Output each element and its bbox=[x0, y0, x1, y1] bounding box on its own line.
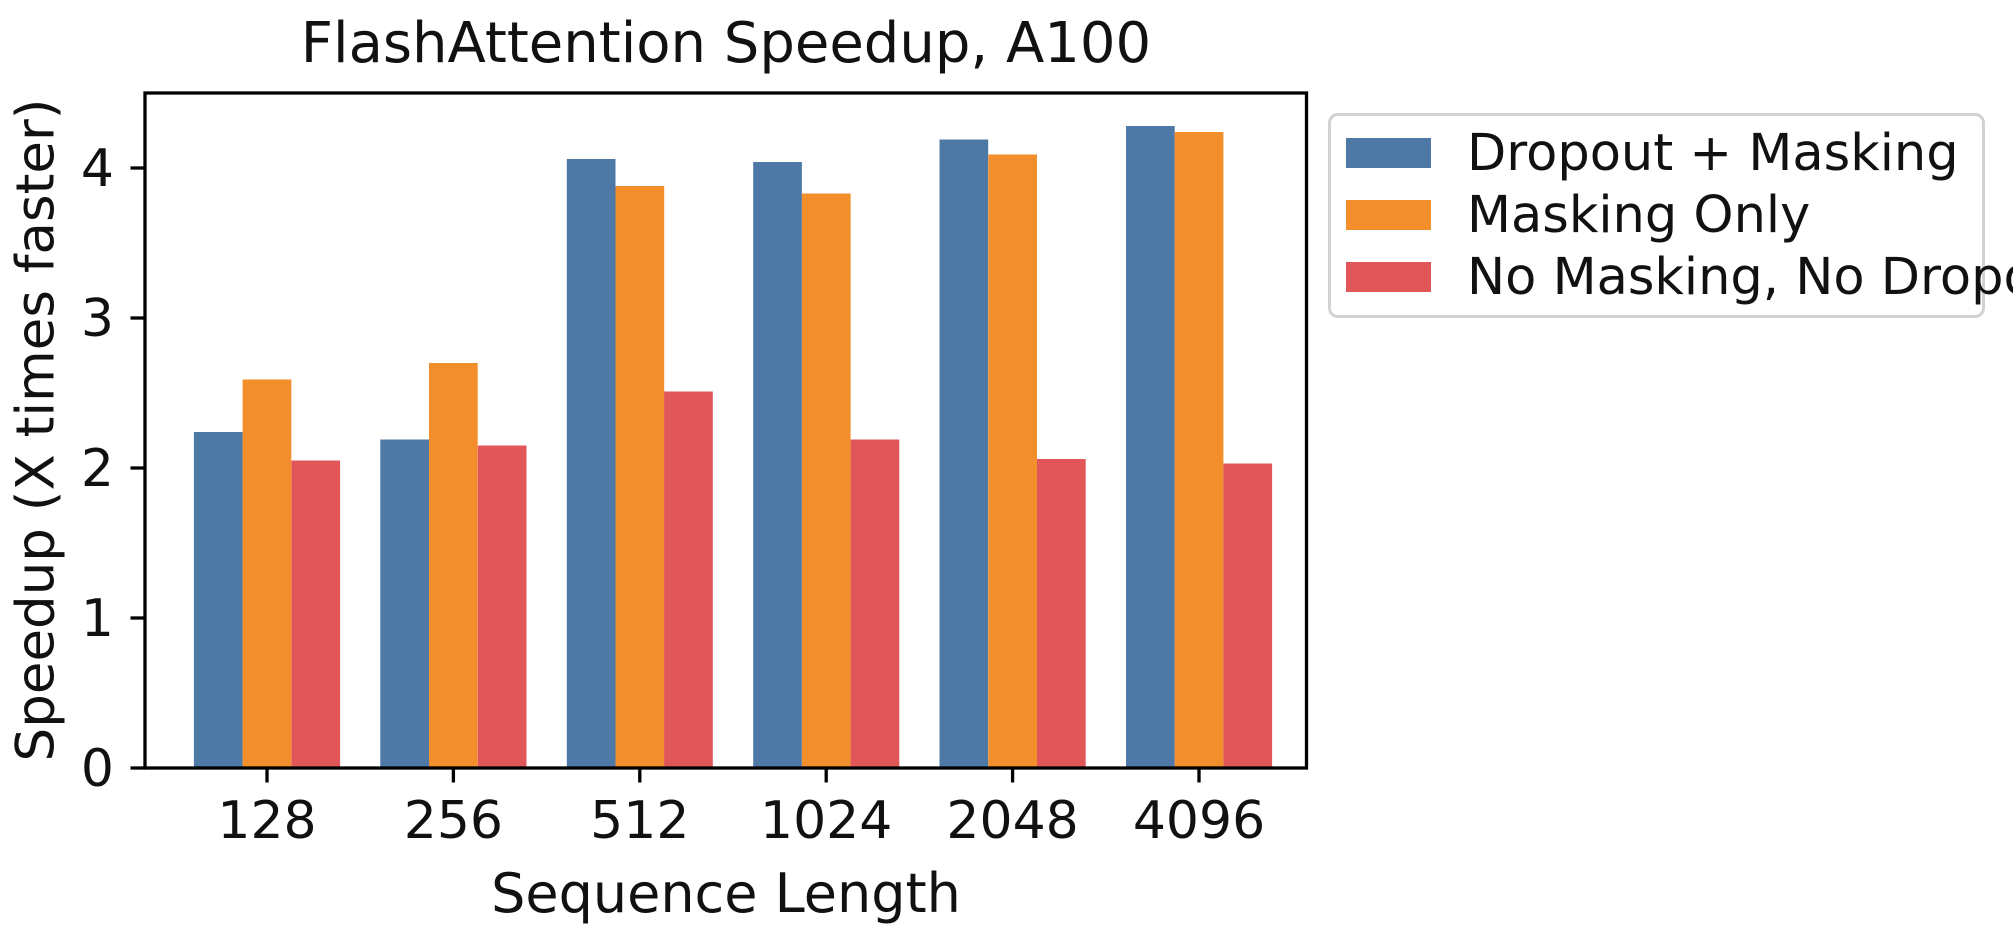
legend-swatch bbox=[1346, 200, 1431, 230]
legend-item-0: Dropout + Masking bbox=[1331, 122, 1982, 184]
bar-512-series-1 bbox=[615, 186, 665, 768]
legend-swatch bbox=[1346, 138, 1431, 168]
bar-4096-series-1 bbox=[1174, 132, 1224, 768]
bar-256-series-2 bbox=[477, 445, 527, 768]
axes-spines bbox=[143, 91, 1309, 770]
bar-4096-series-0 bbox=[1126, 126, 1175, 768]
y-tick-label: 0 bbox=[81, 739, 114, 799]
bar-128-series-0 bbox=[193, 432, 243, 768]
bar-4096-series-2 bbox=[1223, 463, 1273, 768]
legend-label: Masking Only bbox=[1467, 185, 1811, 245]
bar-128-series-1 bbox=[242, 379, 292, 768]
bar-512-series-2 bbox=[664, 391, 713, 768]
bar-128-series-2 bbox=[291, 460, 341, 768]
chart-title: FlashAttention Speedup, A100 bbox=[300, 11, 1152, 76]
x-tick-label: 512 bbox=[590, 791, 689, 851]
x-tick-label: 2048 bbox=[946, 791, 1078, 851]
y-tick-label: 2 bbox=[81, 439, 114, 499]
x-tick-label: 1024 bbox=[760, 791, 892, 851]
legend-swatch bbox=[1346, 262, 1431, 292]
bar-1024-series-1 bbox=[801, 193, 851, 768]
bar-256-series-0 bbox=[380, 439, 429, 768]
bar-2048-series-0 bbox=[939, 139, 989, 768]
x-tick-label: 256 bbox=[404, 791, 503, 851]
bar-2048-series-1 bbox=[988, 154, 1037, 768]
x-tick-label: 128 bbox=[217, 791, 316, 851]
legend-item-2: No Masking, No Dropout bbox=[1331, 246, 2013, 308]
bar-1024-series-0 bbox=[753, 162, 802, 768]
bar-256-series-1 bbox=[429, 363, 478, 768]
bar-1024-series-2 bbox=[850, 439, 900, 768]
x-axis-label: Sequence Length bbox=[491, 862, 961, 925]
x-tick-label: 4096 bbox=[1133, 791, 1265, 851]
legend-label: No Masking, No Dropout bbox=[1467, 247, 2013, 307]
y-tick-label: 1 bbox=[81, 589, 114, 649]
legend-label: Dropout + Masking bbox=[1467, 123, 1959, 183]
legend-item-1: Masking Only bbox=[1331, 184, 1982, 246]
bar-2048-series-2 bbox=[1037, 459, 1086, 768]
y-tick-label: 4 bbox=[81, 139, 114, 199]
y-tick-label: 3 bbox=[81, 289, 114, 349]
legend: Dropout + Masking Masking Only No Masking,… bbox=[1328, 113, 2013, 318]
bar-512-series-0 bbox=[566, 159, 616, 768]
